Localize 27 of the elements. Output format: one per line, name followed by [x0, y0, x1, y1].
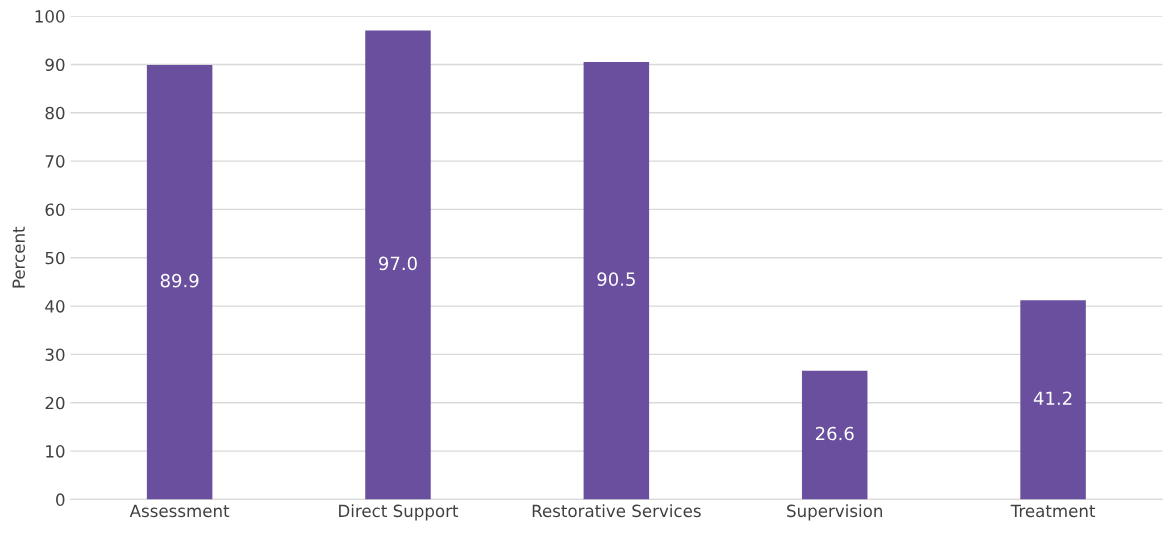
bar [1020, 300, 1086, 500]
y-tick-label: 80 [45, 106, 65, 120]
bar [801, 370, 868, 500]
y-tick-label: 60 [45, 203, 65, 216]
data-label: 41.2 [1033, 391, 1072, 405]
data-label: 97.0 [379, 256, 417, 271]
x-tick-label: Supervision [787, 504, 882, 521]
data-label: 89.9 [160, 273, 199, 288]
y-tick-label: 100 [35, 10, 65, 23]
y-tick-label: 40 [45, 300, 65, 313]
x-tick-label: Treatment [1010, 504, 1096, 518]
y-axis-title: Percent [12, 226, 25, 288]
y-tick-label: 10 [46, 445, 65, 458]
data-label: 90.5 [597, 272, 635, 286]
data-label: 26.6 [815, 426, 854, 441]
bar [146, 64, 213, 500]
y-tick-label: 30 [45, 348, 65, 361]
bar [583, 62, 650, 500]
bar [365, 30, 431, 500]
x-tick-label: Restorative Services [532, 504, 701, 518]
y-tick-label: 50 [45, 251, 65, 265]
x-tick-label: Assessment [129, 504, 230, 518]
y-tick-label: 90 [45, 58, 65, 72]
x-tick-label: Direct Support [339, 504, 459, 521]
y-tick-label: 0 [56, 493, 65, 506]
y-tick-label: 70 [45, 155, 65, 168]
y-tick-label: 20 [45, 396, 65, 410]
